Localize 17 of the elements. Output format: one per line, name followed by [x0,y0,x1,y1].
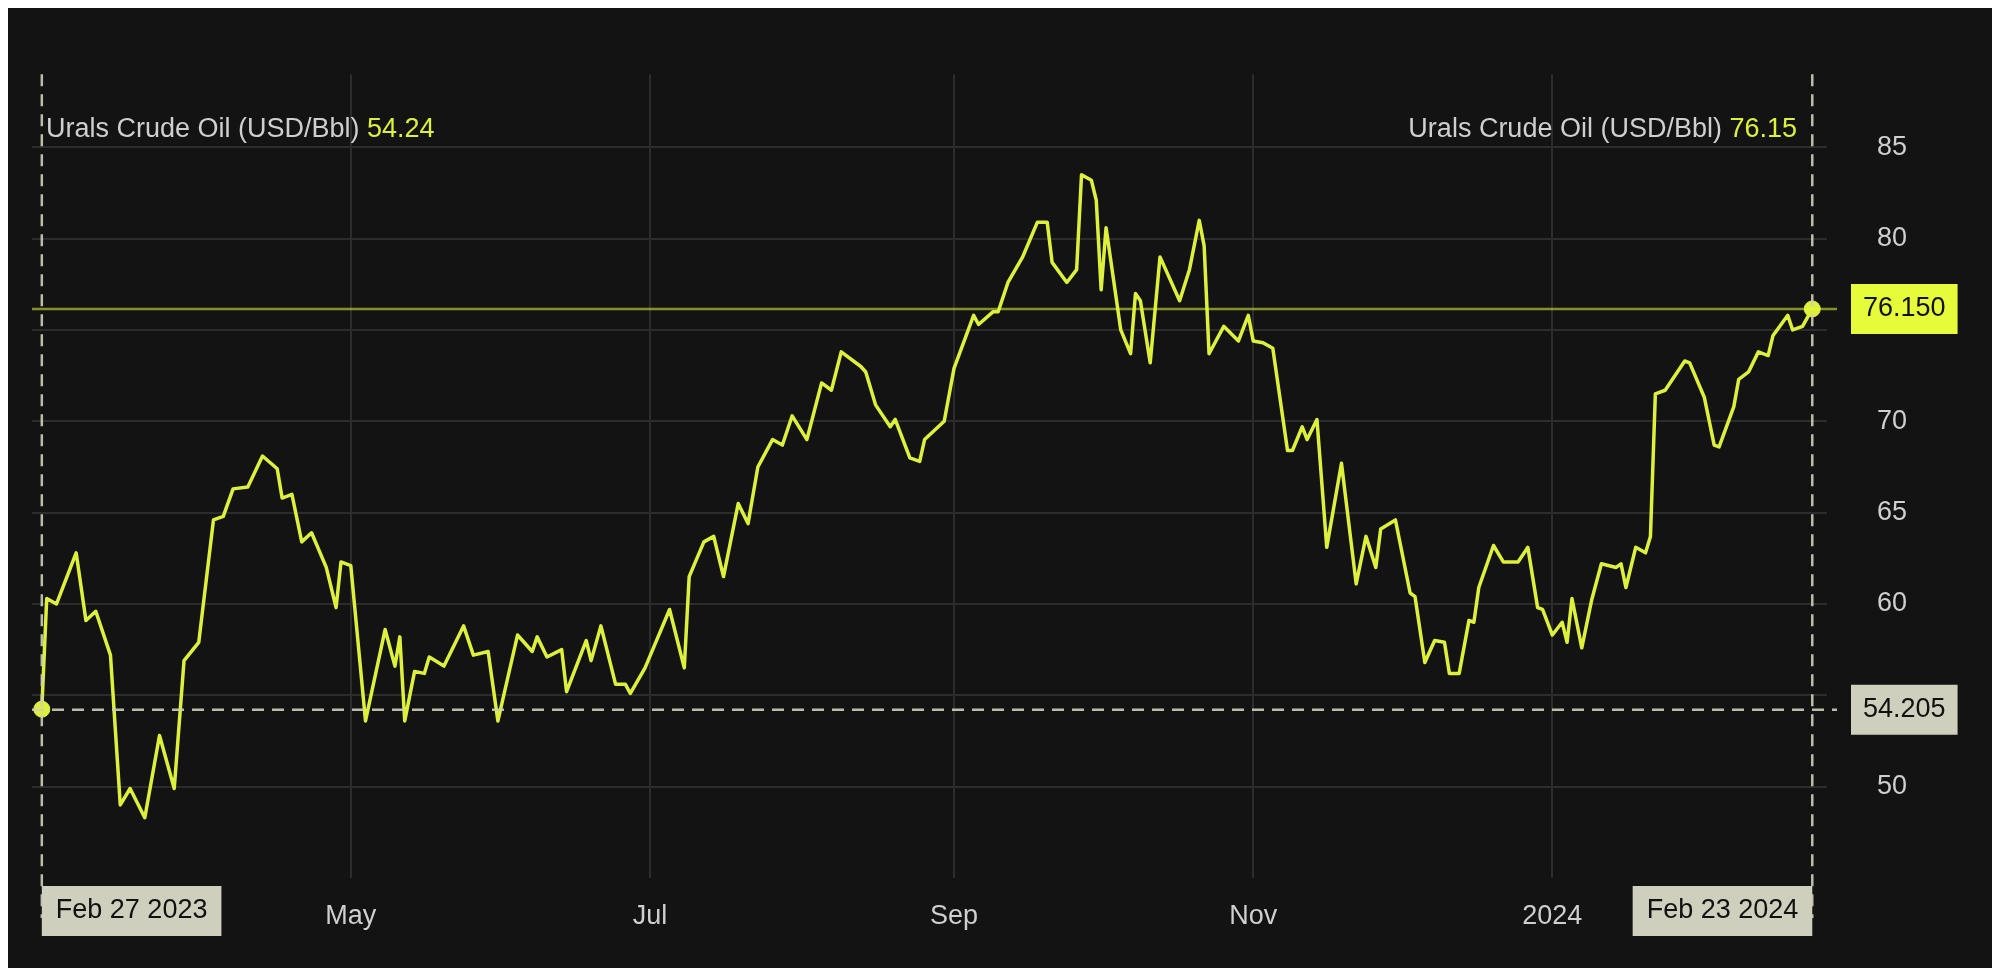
x-tick-label: 2024 [1522,899,1583,930]
ref-line-label: Feb 27 2023 [55,894,208,925]
ref-line-label: 76.150 [1863,292,1946,323]
x-tick-label: Sep [930,899,979,930]
y-tick-label: 50 [1877,770,1908,801]
x-tick-label: Nov [1229,899,1278,930]
x-tick-label: Jul [632,899,668,930]
ref-line-label: 54.205 [1863,693,1946,724]
annotation: Urals Crude Oil (USD/Bbl) 54.24 [46,112,435,143]
y-tick-label: 60 [1877,587,1908,618]
x-tick-label: May [325,899,377,930]
annotation: Urals Crude Oil (USD/Bbl) 76.15 [1408,112,1798,143]
y-tick-label: 70 [1877,404,1908,435]
y-tick-label: 80 [1877,222,1908,253]
y-tick-label: 85 [1877,130,1908,161]
y-tick-label: 65 [1877,496,1908,527]
ref-line-label: Feb 23 2024 [1646,894,1799,925]
